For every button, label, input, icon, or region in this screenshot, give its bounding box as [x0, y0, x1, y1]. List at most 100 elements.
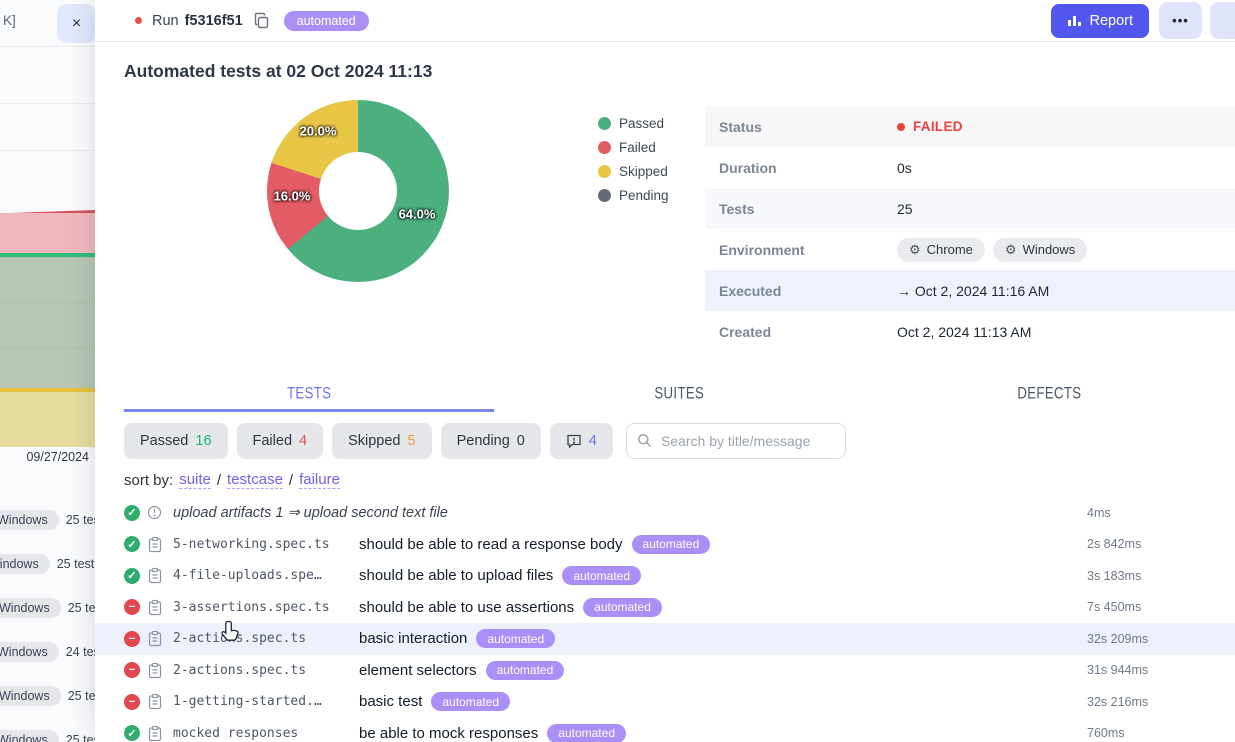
os-badge: Windows: [0, 729, 59, 742]
test-duration: 31s 944ms: [1087, 663, 1149, 678]
os-badge: Windows: [0, 641, 59, 662]
clipboard-icon: [147, 599, 164, 616]
trend-chart: [0, 210, 96, 447]
sort-by-failure-link[interactable]: failure: [299, 471, 340, 489]
run-list-item[interactable]: Windows 25 test: [0, 507, 95, 532]
comment-exclamation-icon: [567, 434, 581, 448]
status-failed-icon: −: [124, 599, 140, 616]
sort-label: sort by:: [124, 471, 174, 489]
summary-row-status: Status FAILED: [705, 106, 1235, 147]
tab-defects[interactable]: DEFECTS: [1017, 383, 1082, 403]
duration-value: 0s: [897, 159, 912, 176]
legend-item-passed: Passed: [598, 116, 669, 131]
automated-badge: automated: [485, 660, 565, 680]
tab-suites[interactable]: SUITES: [654, 383, 705, 403]
test-duration: 2s 842ms: [1087, 537, 1142, 552]
os-badge: Windows: [0, 685, 61, 706]
os-badge: Windows: [0, 597, 61, 618]
gear-icon: ⚙: [909, 241, 921, 257]
divider: [0, 150, 95, 151]
copy-icon[interactable]: [253, 12, 270, 29]
trend-failed-band: [0, 213, 95, 253]
slice-label-failed: 16.0%: [273, 188, 311, 204]
retry-info-icon: [147, 505, 164, 520]
run-id: f5316f51: [184, 12, 243, 29]
test-duration: 3s 183ms: [1087, 568, 1142, 583]
divider: [0, 103, 95, 104]
legend-item-pending: Pending: [598, 188, 669, 203]
clipboard-icon: [147, 725, 164, 742]
tab-tests[interactable]: TESTS: [124, 374, 495, 412]
status-failed-icon: −: [124, 693, 140, 710]
slice-label-passed: 64.0%: [398, 206, 436, 222]
automated-badge: automated: [562, 566, 642, 586]
search-input[interactable]: [625, 423, 846, 459]
test-title: be able to mock responses automated: [359, 723, 626, 742]
test-row[interactable]: − 3-assertions.spec.ts should be able to…: [95, 592, 1235, 624]
status-passed-icon: ✓: [124, 504, 140, 521]
summary-row-created: Created Oct 2, 2024 11:13 AM: [719, 323, 1032, 340]
clipboard-icon: [147, 693, 164, 710]
sort-bar: sort by: suite / testcase / failure: [124, 471, 340, 489]
trend-skipped-line: [0, 388, 95, 392]
test-title: should be able to use assertions automat…: [359, 597, 662, 617]
close-button[interactable]: ×: [57, 4, 96, 43]
filter-passed-button[interactable]: Passed 16: [124, 423, 228, 459]
test-count: 25 tes: [67, 600, 95, 615]
trend-date-label: 09/27/2024: [26, 450, 89, 464]
search-box: [625, 423, 846, 459]
run-list-item[interactable]: Windows 24 tes: [0, 639, 95, 664]
test-row[interactable]: ✓ 5-networking.spec.ts should be able to…: [95, 529, 1235, 561]
keyboard-shortcut-hint: K]: [3, 13, 16, 28]
test-file: 2-actions.spec.ts: [173, 662, 307, 678]
test-row[interactable]: − 2-actions.spec.ts element selectors au…: [95, 655, 1235, 687]
status-failed-icon: −: [124, 662, 140, 679]
test-duration: 4ms: [1087, 505, 1111, 520]
status-passed-icon: ✓: [124, 567, 140, 584]
run-list-item[interactable]: Windows 25 tes: [0, 727, 95, 742]
legend-item-failed: Failed: [598, 140, 669, 155]
test-row[interactable]: − 2-actions.spec.ts basic interaction au…: [95, 623, 1235, 655]
test-file: mocked responses: [173, 725, 299, 741]
automated-badge: automated: [476, 629, 556, 649]
test-row[interactable]: − 1-getting-started.… basic test automat…: [95, 686, 1235, 718]
sort-by-testcase-link[interactable]: testcase: [227, 471, 283, 489]
test-row[interactable]: ✓ 4-file-uploads.spe… should be able to …: [95, 560, 1235, 592]
status-passed-icon: ✓: [124, 536, 140, 553]
clipboard-icon: [147, 662, 164, 679]
env-chip-windows[interactable]: ⚙ Windows: [992, 237, 1088, 262]
clipboard-icon: [147, 630, 164, 647]
run-label: Run: [152, 12, 179, 29]
filter-skipped-button[interactable]: Skipped 5: [332, 423, 432, 459]
test-title: element selectors automated: [359, 660, 565, 680]
clipboard-icon: [147, 536, 164, 553]
bar-chart-icon: [1068, 15, 1082, 26]
sort-by-suite-link[interactable]: suite: [179, 471, 211, 489]
report-button[interactable]: Report: [1051, 3, 1149, 38]
filter-comments-button[interactable]: 4: [549, 423, 613, 459]
run-header: Run f5316f51 automated Report •••: [95, 0, 1235, 42]
skipped-dot-icon: [598, 165, 611, 178]
run-list-item[interactable]: Windows 25 tes: [0, 595, 95, 620]
gear-icon: ⚙: [1004, 241, 1017, 257]
run-list-item[interactable]: Windows 25 tes: [0, 683, 95, 708]
overview-section: 64.0% 16.0% 20.0% Passed Failed Skipped: [95, 82, 1235, 374]
test-title: should be able to read a response body a…: [359, 534, 711, 554]
test-row[interactable]: ✓ mocked responses be able to mock respo…: [95, 718, 1235, 742]
created-value: Oct 2, 2024 11:13 AM: [897, 323, 1032, 340]
more-options-button[interactable]: •••: [1159, 2, 1202, 39]
status-value: FAILED: [913, 119, 963, 134]
env-chip-chrome[interactable]: ⚙ Chrome: [897, 237, 985, 262]
test-title: upload artifacts 1 ⇒ upload second text …: [173, 504, 448, 521]
test-row[interactable]: ✓ upload artifacts 1 ⇒ upload second tex…: [95, 497, 1235, 529]
run-list-item[interactable]: Windows 25 test: [0, 551, 95, 576]
test-list: ✓ upload artifacts 1 ⇒ upload second tex…: [95, 497, 1235, 742]
test-count: 25 tes: [67, 688, 95, 703]
filter-bar: Passed 16 Failed 4 Skipped 5 Pending 0 4: [124, 423, 1235, 459]
tests-count-value: 25: [897, 200, 913, 217]
clipped-header-button[interactable]: [1210, 2, 1235, 39]
filter-failed-button[interactable]: Failed 4: [236, 423, 324, 459]
filter-pending-button[interactable]: Pending 0: [440, 423, 541, 459]
